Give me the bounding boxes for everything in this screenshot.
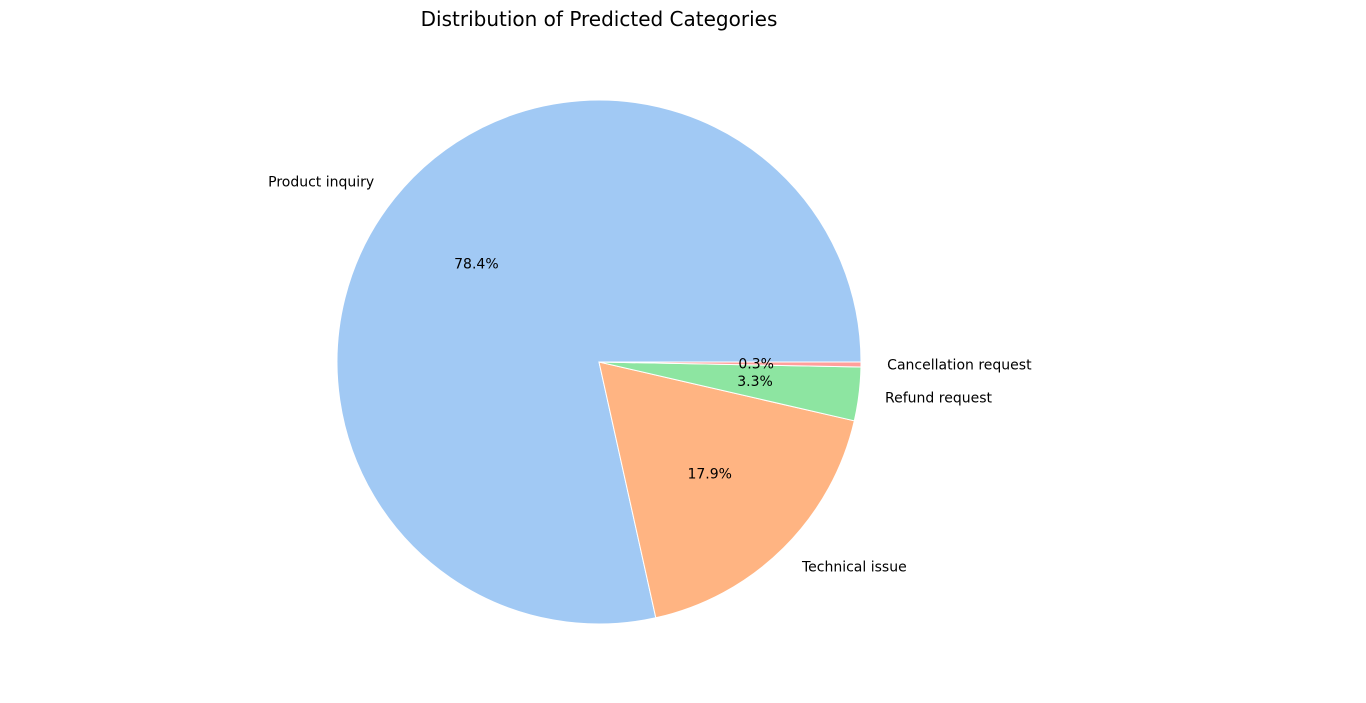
slice-pct-product-inquiry: 78.4% — [454, 257, 498, 273]
slice-pct-technical-issue: 17.9% — [687, 467, 731, 483]
pie-slice-cancellation-request — [598, 361, 862, 368]
slice-label-cancellation-request: Cancellation request — [887, 358, 1032, 374]
slice-label-refund-request: Refund request — [885, 390, 992, 406]
pie-labels: Product inquiry 78.4% Technical issue 17.9%… — [268, 175, 1032, 576]
pie-slice-product-inquiry — [336, 99, 862, 625]
slice-pct-cancellation-request: 0.3% — [738, 356, 774, 372]
slice-label-technical-issue: Technical issue — [801, 560, 907, 576]
slice-label-product-inquiry: Product inquiry — [268, 175, 374, 191]
pie-slices — [336, 99, 862, 625]
slice-pct-refund-request: 3.3% — [737, 374, 773, 390]
chart-title: Distribution of Predicted Categories — [421, 7, 778, 31]
pie-slice-technical-issue — [598, 361, 855, 619]
